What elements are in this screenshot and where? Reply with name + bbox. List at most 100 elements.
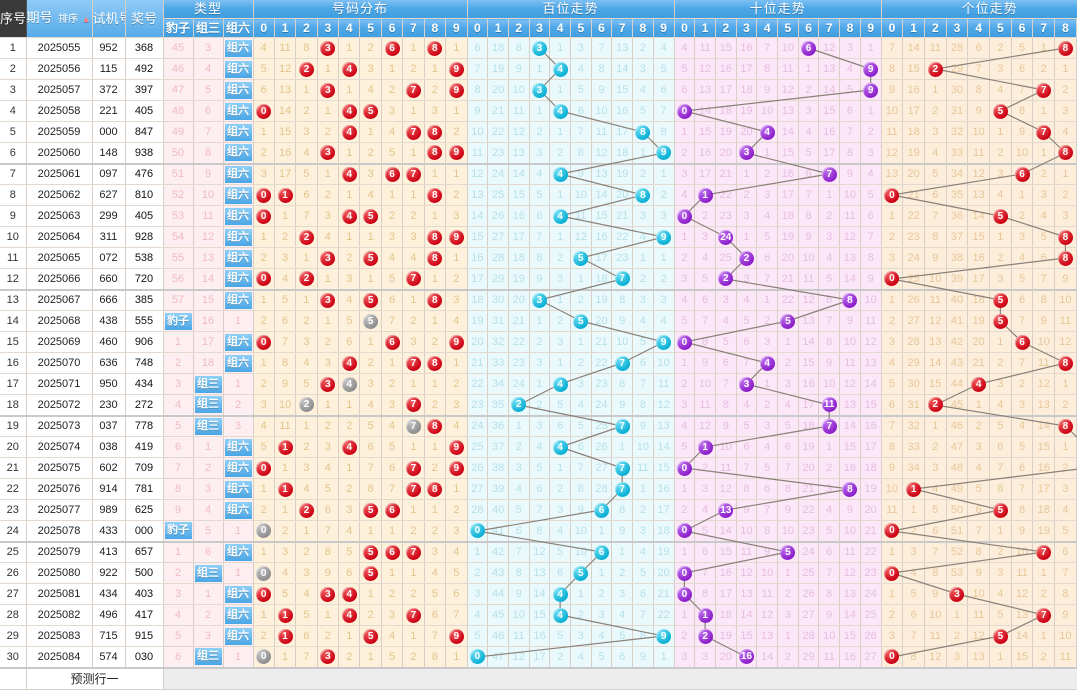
- table-row[interactable]: 14 2025068 438 555 豹子 16 1 2 6 2 1 5 5 7 2 1 4 19 31 21 1 2 5 2…: [0, 310, 1077, 332]
- row-issue[interactable]: 2025071: [26, 373, 93, 395]
- table-row[interactable]: 30 2025084 574 030 6 组三 1 0 1 7 3 2 1 5 2 8 1 0 47 12 17 2 4 5 6…: [0, 646, 1077, 669]
- header-col-dist-2[interactable]: 2: [295, 18, 318, 38]
- header-col-bai-9[interactable]: 9: [653, 18, 675, 38]
- row-issue[interactable]: 2025061: [26, 163, 93, 185]
- row-issue[interactable]: 2025065: [26, 247, 93, 269]
- table-row[interactable]: 29 2025083 715 915 5 3 组六 2 1 6 2 1 5 4 1 7 9 5 46 11 16 5 3 4 5…: [0, 625, 1077, 647]
- header-col-ge-0[interactable]: 0: [881, 18, 904, 38]
- header-col-shi-1[interactable]: 1: [694, 18, 716, 38]
- header-col-bai-7[interactable]: 7: [611, 18, 634, 38]
- row-issue[interactable]: 2025055: [26, 37, 93, 59]
- header-col-dist-7[interactable]: 7: [402, 18, 425, 38]
- row-issue[interactable]: 2025059: [26, 121, 93, 143]
- row-issue[interactable]: 2025084: [26, 646, 93, 669]
- prediction-row[interactable]: 预测行一: [0, 668, 1077, 690]
- table-row[interactable]: 11 2025065 072 538 55 13 组六 2 3 1 3 2 5 4 4 8 1 16 28 18 8 2 5…: [0, 247, 1077, 269]
- triangle-down-icon[interactable]: ▼: [91, 14, 92, 24]
- table-row[interactable]: 12 2025066 660 720 56 14 组六 0 4 2 1 3 1 5 7 1 2 17 29 19 9 3 1…: [0, 268, 1077, 291]
- sort-arrows-icon[interactable]: ▲▼: [82, 14, 92, 24]
- row-issue[interactable]: 2025070: [26, 352, 93, 374]
- header-col-shi-4[interactable]: 4: [756, 18, 778, 38]
- table-row[interactable]: 3 2025057 372 397 47 5 组六 6 13 1 3 1 4 2 7 2 9 8 20 10 3 1 5 9 1…: [0, 79, 1077, 101]
- header-prize-number[interactable]: 奖号: [125, 0, 164, 38]
- table-row[interactable]: 23 2025077 989 625 9 4 组六 2 1 2 6 3 5 6 1 1 2 28 40 5 7 3 9 6 8 2…: [0, 499, 1077, 521]
- row-issue[interactable]: 2025080: [26, 562, 93, 584]
- header-col-shi-8[interactable]: 8: [839, 18, 861, 38]
- table-row[interactable]: 2 2025056 115 492 46 4 组六 5 12 2 1 4 3 1 2 1 9 7 19 9 1 4 4 8 14…: [0, 58, 1077, 80]
- table-row[interactable]: 8 2025062 627 810 52 10 组六 0 1 6 2 1 4 1 1 8 2 13 25 15 5 1 10…: [0, 184, 1077, 206]
- header-col-shi-6[interactable]: 6: [798, 18, 820, 38]
- row-issue[interactable]: 2025063: [26, 205, 93, 227]
- header-col-bai-4[interactable]: 4: [549, 18, 571, 38]
- header-col-shi-5[interactable]: 5: [777, 18, 799, 38]
- row-issue[interactable]: 2025064: [26, 226, 93, 248]
- row-issue[interactable]: 2025066: [26, 268, 93, 291]
- table-row[interactable]: 9 2025063 299 405 53 11 组六 0 1 7 3 4 5 2 2 1 3 14 26 16 6 4 11…: [0, 205, 1077, 227]
- header-issue[interactable]: 期号 排序 ▲▼: [26, 0, 93, 38]
- table-row[interactable]: 18 2025072 230 272 4 组三 2 3 10 2 1 1 4 3 7 2 3 23 35 2 2 5 4 24…: [0, 394, 1077, 417]
- table-row[interactable]: 20 2025074 038 419 6 1 组六 5 1 2 3 4 6 5 1 1 9 25 37 2 4 4 6 26 1…: [0, 436, 1077, 458]
- row-issue[interactable]: 2025073: [26, 415, 93, 437]
- header-col-shi-0[interactable]: 0: [674, 18, 696, 38]
- table-row[interactable]: 26 2025080 922 500 2 组三 1 0 4 3 9 6 5 1 1 4 5 2 43 8 13 6 5 1 2 5…: [0, 562, 1077, 584]
- row-issue[interactable]: 2025079: [26, 541, 93, 563]
- header-col-type-豹子[interactable]: 豹子: [163, 18, 194, 38]
- table-row[interactable]: 10 2025064 311 928 54 12 组六 1 2 2 4 1 1 3 3 8 9 15 27 17 7 1 1…: [0, 226, 1077, 248]
- header-col-ge-6[interactable]: 6: [1011, 18, 1034, 38]
- table-row[interactable]: 17 2025071 950 434 3 组三 1 2 9 5 3 4 3 2 1 1 2 22 34 24 1 4 3 23…: [0, 373, 1077, 395]
- table-row[interactable]: 6 2025060 148 938 50 8 组六 2 16 4 3 1 2 5 1 8 9 11 23 13 3 2 8 1…: [0, 142, 1077, 165]
- row-issue[interactable]: 2025081: [26, 583, 93, 605]
- header-col-dist-1[interactable]: 1: [274, 18, 297, 38]
- table-row[interactable]: 5 2025059 000 847 49 7 组六 1 15 3 2 4 1 4 7 8 2 10 22 12 2 1 7 1…: [0, 121, 1077, 143]
- row-issue[interactable]: 2025078: [26, 520, 93, 543]
- header-col-ge-5[interactable]: 5: [989, 18, 1012, 38]
- table-row[interactable]: 15 2025069 460 906 1 17 组六 0 7 3 2 6 1 6 3 2 9 20 32 22 2 3 1 2…: [0, 331, 1077, 353]
- row-issue[interactable]: 2025062: [26, 184, 93, 206]
- header-test-number[interactable]: 试机号: [92, 0, 126, 38]
- header-col-dist-0[interactable]: 0: [253, 18, 275, 38]
- header-col-type-组三[interactable]: 组三: [193, 18, 224, 38]
- header-col-type-组六[interactable]: 组六: [223, 18, 254, 38]
- table-row[interactable]: 16 2025070 636 748 2 18 组六 1 8 4 3 4 2 1 7 8 1 21 33 23 3 1 2 2…: [0, 352, 1077, 374]
- header-col-dist-9[interactable]: 9: [445, 18, 468, 38]
- row-issue[interactable]: 2025057: [26, 79, 93, 101]
- row-issue[interactable]: 2025075: [26, 457, 93, 479]
- table-row[interactable]: 22 2025076 914 781 8 3 组六 1 1 4 5 2 8 7 7 8 1 27 39 4 6 2 8 28 7…: [0, 478, 1077, 500]
- row-issue[interactable]: 2025060: [26, 142, 93, 165]
- header-col-dist-4[interactable]: 4: [338, 18, 361, 38]
- row-issue[interactable]: 2025069: [26, 331, 93, 353]
- header-col-shi-2[interactable]: 2: [715, 18, 737, 38]
- header-col-ge-7[interactable]: 7: [1032, 18, 1056, 38]
- table-row[interactable]: 25 2025079 413 657 1 6 组六 1 3 2 8 5 5 6 7 3 4 1 42 7 12 5 10 6 1…: [0, 541, 1077, 563]
- row-issue[interactable]: 2025074: [26, 436, 93, 458]
- header-col-bai-6[interactable]: 6: [591, 18, 613, 38]
- header-col-shi-7[interactable]: 7: [818, 18, 841, 38]
- table-row[interactable]: 28 2025082 496 417 4 2 组六 1 1 5 1 4 2 3 7 6 7 4 45 10 15 4 2 3 4…: [0, 604, 1077, 626]
- table-row[interactable]: 1 2025055 952 368 45 3 组六 4 11 8 3 1 2 6 1 8 1 6 18 8 3 1 3 7 13…: [0, 37, 1077, 59]
- header-col-dist-5[interactable]: 5: [359, 18, 382, 38]
- row-issue[interactable]: 2025072: [26, 394, 93, 417]
- table-row[interactable]: 19 2025073 037 778 5 组三 3 4 11 1 2 2 5 4 7 8 4 24 36 1 3 6 5 25…: [0, 415, 1077, 437]
- row-issue[interactable]: 2025076: [26, 478, 93, 500]
- header-col-bai-5[interactable]: 5: [570, 18, 592, 38]
- header-col-dist-8[interactable]: 8: [424, 18, 447, 38]
- header-col-ge-1[interactable]: 1: [902, 18, 925, 38]
- table-row[interactable]: 27 2025081 434 403 3 1 组六 0 5 4 3 4 1 2 2 5 6 3 44 9 14 4 1 2 3 6…: [0, 583, 1077, 605]
- row-issue[interactable]: 2025083: [26, 625, 93, 647]
- header-col-shi-9[interactable]: 9: [860, 18, 882, 38]
- row-issue[interactable]: 2025082: [26, 604, 93, 626]
- header-col-bai-0[interactable]: 0: [467, 18, 489, 38]
- prediction-blank[interactable]: [163, 668, 1077, 690]
- row-issue[interactable]: 2025077: [26, 499, 93, 521]
- row-issue[interactable]: 2025067: [26, 289, 93, 311]
- header-col-bai-3[interactable]: 3: [529, 18, 551, 38]
- table-row[interactable]: 4 2025058 221 405 48 6 组六 0 14 2 1 4 5 3 1 3 1 9 21 11 1 4 6 10…: [0, 100, 1077, 122]
- table-row[interactable]: 21 2025075 602 709 7 2 组六 0 1 3 4 1 7 6 7 2 9 26 38 3 5 1 7 27 7…: [0, 457, 1077, 479]
- header-col-bai-1[interactable]: 1: [487, 18, 509, 38]
- row-issue[interactable]: 2025056: [26, 58, 93, 80]
- header-col-dist-6[interactable]: 6: [381, 18, 404, 38]
- header-seq[interactable]: 序号: [0, 0, 27, 38]
- header-col-ge-4[interactable]: 4: [967, 18, 991, 38]
- header-col-ge-3[interactable]: 3: [946, 18, 969, 38]
- header-col-ge-8[interactable]: 8: [1054, 18, 1077, 38]
